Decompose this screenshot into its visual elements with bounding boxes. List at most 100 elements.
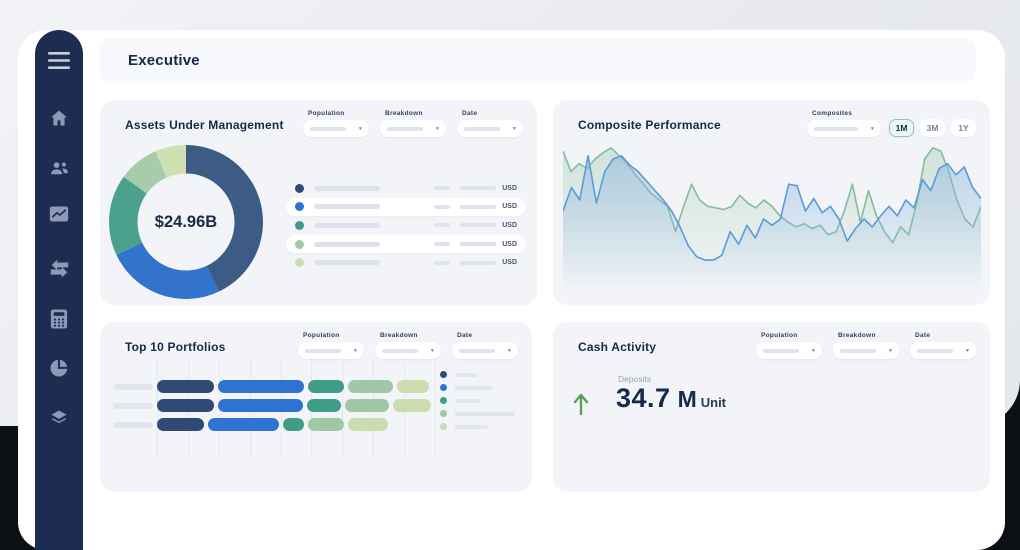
range-button-1m[interactable]: 1M: [889, 119, 914, 137]
filter-label: Date: [462, 110, 523, 117]
filter-label: Breakdown: [380, 332, 441, 339]
breakdown-select[interactable]: ▾: [833, 342, 899, 359]
filter-breakdown: Breakdown ▾: [833, 329, 899, 359]
legend-row: USD: [286, 198, 526, 217]
legend-dot: [440, 410, 447, 417]
users-icon[interactable]: [35, 158, 83, 178]
deposits-unit: Unit: [701, 395, 726, 410]
chevron-down-icon: ▾: [354, 348, 357, 354]
legend-dot: [295, 240, 304, 249]
legend-row: USD: [286, 235, 526, 254]
bar-segment-2: [307, 399, 341, 412]
gridline: [435, 358, 436, 456]
legend-value-placeholder: [434, 205, 450, 209]
legend-label-placeholder: [455, 412, 515, 416]
bar-segment-2: [308, 380, 344, 393]
legend-label-placeholder: [314, 186, 380, 191]
legend-dot: [295, 202, 304, 211]
filter-date: Date ▾: [452, 329, 518, 359]
filter-breakdown: Breakdown ▾: [375, 329, 441, 359]
range-button-1y[interactable]: 1Y: [951, 119, 976, 137]
legend-value-placeholder: [460, 223, 496, 227]
cash-filters: Population▾Breakdown▾Date▾: [756, 329, 976, 359]
range-button-group: 1M 3M 1Y: [889, 119, 976, 137]
select-placeholder: [310, 127, 346, 131]
date-select[interactable]: ▾: [457, 120, 523, 137]
legend-dot: [440, 397, 447, 404]
currency-label: USD: [502, 203, 517, 210]
layers-icon[interactable]: [35, 408, 83, 428]
filter-breakdown: Breakdown ▾: [380, 107, 446, 137]
select-placeholder: [840, 349, 876, 353]
filter-label: Date: [457, 332, 518, 339]
row-label-placeholder: [113, 422, 153, 428]
blue-series-area: [563, 156, 981, 298]
row-label-box: [113, 403, 157, 409]
breakdown-select[interactable]: ▾: [380, 120, 446, 137]
legend-label-placeholder: [314, 204, 380, 209]
legend-dot: [440, 384, 447, 391]
legend-row: USD: [286, 253, 526, 272]
portfolio-bar-row: [113, 380, 433, 393]
bar-segment-1: [218, 380, 304, 393]
bar-segment-3: [345, 399, 389, 412]
filter-label: Breakdown: [385, 110, 446, 117]
range-button-3m[interactable]: 3M: [920, 119, 945, 137]
pie-chart-icon[interactable]: [35, 358, 83, 378]
chevron-down-icon: ▾: [513, 126, 516, 132]
legend-label-placeholder: [455, 399, 480, 403]
deposits-value: 34.7: [616, 383, 671, 414]
bar-segment-3: [308, 418, 344, 431]
composites-select[interactable]: ▾: [807, 120, 881, 137]
population-select[interactable]: ▾: [303, 120, 369, 137]
chevron-down-icon: ▾: [436, 126, 439, 132]
chevron-down-icon: ▾: [966, 348, 969, 354]
chevron-down-icon: ▾: [889, 348, 892, 354]
performance-area-chart: [563, 140, 981, 298]
row-label-placeholder: [113, 384, 153, 390]
filter-composites: Composites ▾: [807, 107, 881, 137]
bar-segment-3: [348, 380, 393, 393]
sidebar-nav: [35, 30, 83, 550]
legend-value-placeholder: [460, 205, 496, 209]
row-label-box: [113, 422, 157, 428]
currency-label: USD: [502, 259, 517, 266]
bar-segment-1: [218, 399, 303, 412]
menu-icon[interactable]: [35, 52, 83, 70]
filter-label: Breakdown: [838, 332, 899, 339]
legend-row: [440, 381, 515, 394]
page-title: Executive: [128, 52, 200, 69]
select-placeholder: [459, 349, 495, 353]
row-label-placeholder: [113, 403, 153, 409]
filter-date: Date▾: [910, 329, 976, 359]
legend-row: [440, 420, 515, 433]
filter-date: Date ▾: [457, 107, 523, 137]
legend-dot: [295, 258, 304, 267]
population-select[interactable]: ▾: [756, 342, 822, 359]
up-arrow-icon: [571, 393, 591, 415]
date-select[interactable]: ▾: [452, 342, 518, 359]
card-title: Composite Performance: [578, 118, 721, 132]
calculator-icon[interactable]: [35, 309, 83, 329]
currency-label: USD: [502, 241, 517, 248]
legend-label-placeholder: [314, 242, 380, 247]
chart-icon[interactable]: [35, 205, 83, 223]
population-select[interactable]: ▾: [298, 342, 364, 359]
breakdown-select[interactable]: ▾: [375, 342, 441, 359]
composite-controls: Composites ▾ 1M 3M 1Y: [807, 107, 976, 137]
card-top-10-portfolios: Top 10 Portfolios Population▾Breakdown▾D…: [100, 322, 532, 492]
legend-value-placeholder: [460, 186, 496, 190]
home-icon[interactable]: [35, 108, 83, 128]
legend-value-placeholder: [460, 261, 496, 265]
select-placeholder: [382, 349, 418, 353]
legend-dot: [295, 184, 304, 193]
select-placeholder: [917, 349, 953, 353]
legend-row: [440, 368, 515, 381]
portfolio-bar-row: [113, 418, 392, 431]
date-select[interactable]: ▾: [910, 342, 976, 359]
bar-segment-4: [393, 399, 431, 412]
legend-dot: [295, 221, 304, 230]
transfer-arrows-icon[interactable]: [35, 258, 83, 278]
